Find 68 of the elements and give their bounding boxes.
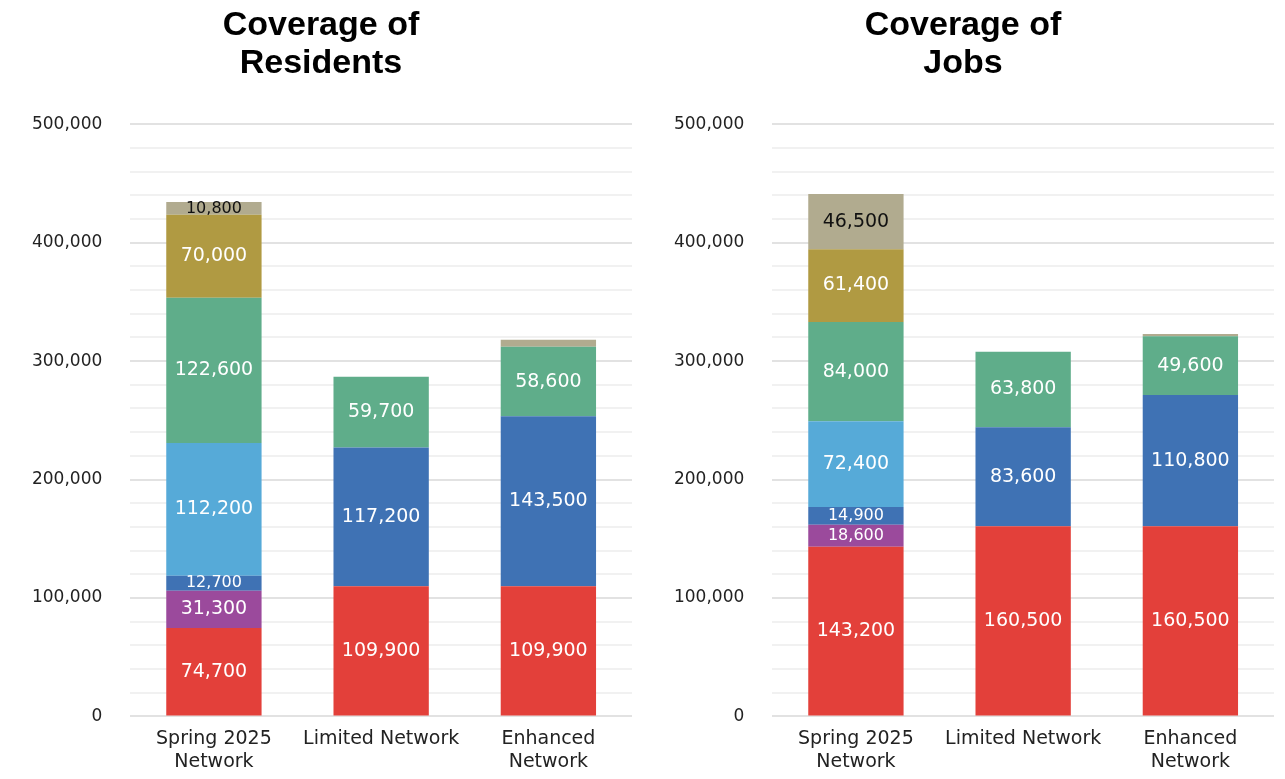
bar — [975, 427, 1071, 527]
bar — [500, 346, 597, 417]
data-label: 143,500 — [509, 488, 588, 511]
chart-title: Coverage of Jobs — [863, 4, 1063, 82]
y-tick-label: 100,000 — [31, 586, 103, 607]
data-label: 70,000 — [180, 243, 248, 266]
data-label: 18,600 — [827, 524, 884, 544]
y-tick-label: 300,000 — [31, 349, 103, 370]
bar — [808, 546, 904, 716]
bar — [808, 321, 904, 422]
data-label: 72,400 — [822, 451, 890, 474]
x-tick-label: Enhanced Network — [501, 725, 596, 771]
data-label: 63,800 — [989, 376, 1057, 399]
bar — [333, 586, 429, 716]
bar — [166, 442, 262, 576]
data-label: 46,500 — [822, 208, 890, 231]
bar — [500, 416, 597, 587]
data-label: 84,000 — [822, 358, 890, 381]
y-tick-label: 100,000 — [673, 586, 745, 607]
bar — [1142, 336, 1239, 396]
data-label: 160,500 — [983, 607, 1063, 630]
data-label: 122,600 — [174, 357, 254, 380]
data-label: 61,400 — [822, 272, 890, 295]
x-tick-label: Spring 2025 Network — [156, 725, 272, 771]
data-label: 12,700 — [185, 572, 242, 592]
bar — [1142, 395, 1239, 527]
bar — [333, 447, 429, 587]
data-label: 117,200 — [341, 503, 421, 526]
bar — [333, 376, 429, 448]
data-label: 143,200 — [816, 618, 896, 641]
data-label: 112,200 — [174, 496, 254, 519]
bar — [808, 194, 904, 250]
y-tick-label: 300,000 — [673, 349, 745, 370]
y-tick-label: 200,000 — [31, 467, 103, 488]
data-label: 10,800 — [185, 197, 242, 217]
data-label: 109,900 — [341, 637, 421, 660]
bar — [166, 297, 262, 443]
data-label: 110,800 — [1151, 447, 1230, 470]
y-tick-label: 500,000 — [31, 112, 103, 133]
y-tick-label: 0 — [91, 704, 103, 725]
data-label: 58,600 — [515, 368, 582, 391]
y-tick-label: 400,000 — [673, 231, 745, 252]
bar — [500, 586, 597, 716]
data-label: 109,900 — [509, 637, 588, 660]
y-tick-label: 200,000 — [673, 467, 745, 488]
bar — [975, 351, 1071, 428]
data-label: 83,600 — [989, 463, 1057, 486]
bar — [975, 526, 1071, 716]
x-tick-label: Limited Network — [303, 725, 460, 748]
bar — [808, 421, 904, 508]
x-tick-label: Enhanced Network — [1143, 725, 1238, 771]
x-tick-label: Spring 2025 Network — [798, 725, 914, 771]
bar — [166, 627, 262, 716]
bar — [1142, 526, 1239, 716]
bar — [808, 249, 904, 322]
data-label: 74,700 — [180, 658, 248, 681]
data-label: 31,300 — [180, 596, 248, 619]
bar — [500, 339, 597, 347]
data-label: 49,600 — [1157, 352, 1224, 375]
bar — [166, 214, 262, 298]
data-label: 59,700 — [347, 399, 415, 422]
y-tick-label: 0 — [733, 704, 745, 725]
data-label: 160,500 — [1151, 607, 1230, 630]
chart-title: Coverage of Residents — [221, 4, 421, 82]
y-tick-label: 400,000 — [31, 231, 103, 252]
x-tick-label: Limited Network — [945, 725, 1102, 748]
data-label: 14,900 — [827, 505, 884, 525]
y-tick-label: 500,000 — [673, 112, 745, 133]
